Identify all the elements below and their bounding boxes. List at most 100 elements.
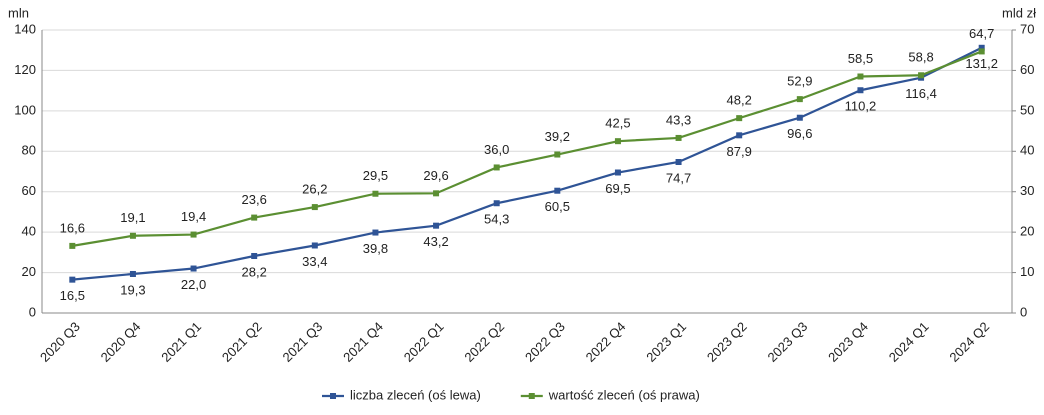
point-marker [918,72,925,79]
point-marker [251,214,258,221]
legend-label: liczba zleceń (oś lewa) [350,387,481,402]
point-marker [251,252,258,259]
data-label: 19,1 [120,210,145,225]
point-marker [796,96,803,103]
point-marker [69,242,76,249]
data-label: 43,3 [666,112,691,127]
data-label: 69,5 [605,181,630,196]
data-label: 16,5 [60,288,85,303]
data-label: 74,7 [666,170,691,185]
x-tick-label: 2020 Q3 [37,319,83,365]
x-tick-label: 2024 Q2 [946,319,992,365]
y-tick-label: 20 [22,264,36,279]
x-tick-label: 2022 Q1 [401,319,447,365]
point-marker [614,138,621,145]
x-tick-label: 2021 Q1 [158,319,204,365]
y2-axis-label: mld zł [1002,5,1036,20]
point-marker [372,190,379,197]
point-marker [493,164,500,171]
data-label: 54,3 [484,212,509,227]
y2-tick-label: 0 [1020,304,1027,319]
data-label: 19,4 [181,209,206,224]
point-marker [978,44,985,51]
data-label: 22,0 [181,277,206,292]
data-label: 39,8 [363,241,388,256]
data-label: 58,8 [908,50,933,65]
data-label: 110,2 [845,99,877,114]
data-label: 48,2 [727,93,752,108]
y2-tick-label: 10 [1020,264,1034,279]
point-marker [675,158,682,165]
data-label: 96,6 [787,126,812,141]
data-label: 43,2 [423,234,448,249]
data-label: 16,6 [60,220,85,235]
data-label: 39,2 [545,129,570,144]
point-marker [190,265,197,272]
data-label: 28,2 [242,264,267,279]
point-marker [129,270,136,277]
data-label: 42,5 [605,116,630,131]
data-label: 131,2 [965,56,998,71]
y2-tick-label: 60 [1020,62,1034,77]
data-label: 87,9 [727,144,752,159]
data-label: 29,5 [363,168,388,183]
y-tick-label: 40 [22,224,36,239]
data-label: 64,7 [969,26,994,41]
data-label: 19,3 [120,282,145,297]
x-tick-label: 2021 Q4 [340,319,386,365]
x-tick-label: 2021 Q2 [219,319,265,365]
point-marker [493,200,500,207]
x-tick-label: 2022 Q3 [522,319,568,365]
x-tick-label: 2023 Q1 [643,319,689,365]
x-tick-label: 2020 Q4 [98,319,144,365]
series-line [72,50,983,247]
point-marker [857,73,864,80]
series-line [72,46,983,281]
point-marker [311,204,318,211]
data-label: 58,5 [848,51,873,66]
point-marker [190,231,197,238]
y-tick-label: 0 [29,304,36,319]
x-tick-label: 2022 Q4 [583,319,629,365]
point-marker [69,276,76,283]
data-label: 36,0 [484,142,509,157]
data-label: 116,4 [905,86,937,101]
data-label: 29,6 [423,168,448,183]
y2-tick-label: 30 [1020,183,1034,198]
x-tick-label: 2023 Q4 [825,319,871,365]
y2-tick-label: 20 [1020,224,1034,239]
data-label: 52,9 [787,74,812,89]
point-marker [554,151,561,158]
x-tick-label: 2023 Q2 [704,319,750,365]
y-axis-label: mln [8,5,29,20]
y-tick-label: 120 [14,62,36,77]
point-marker [736,132,743,139]
x-tick-label: 2022 Q2 [461,319,507,365]
y-tick-label: 80 [22,143,36,158]
data-label: 33,4 [302,254,327,269]
y2-tick-label: 40 [1020,143,1034,158]
point-marker [433,222,440,229]
point-marker [736,115,743,122]
point-marker [614,169,621,176]
point-marker [129,232,136,239]
legend-marker [528,393,535,399]
y2-tick-label: 70 [1020,21,1034,36]
x-tick-label: 2023 Q3 [764,319,810,365]
y-tick-label: 60 [22,183,36,198]
point-marker [796,114,803,121]
point-marker [675,134,682,141]
point-marker [978,48,985,55]
x-tick-label: 2024 Q1 [886,319,932,365]
point-marker [554,187,561,194]
legend-label: wartość zleceń (oś prawa) [548,387,700,402]
data-label: 26,2 [302,182,327,197]
point-marker [311,242,318,249]
y2-tick-label: 50 [1020,102,1034,117]
point-marker [433,190,440,197]
point-marker [372,229,379,236]
data-label: 60,5 [545,199,570,214]
x-tick-label: 2021 Q3 [279,319,325,365]
legend-marker [330,393,336,399]
